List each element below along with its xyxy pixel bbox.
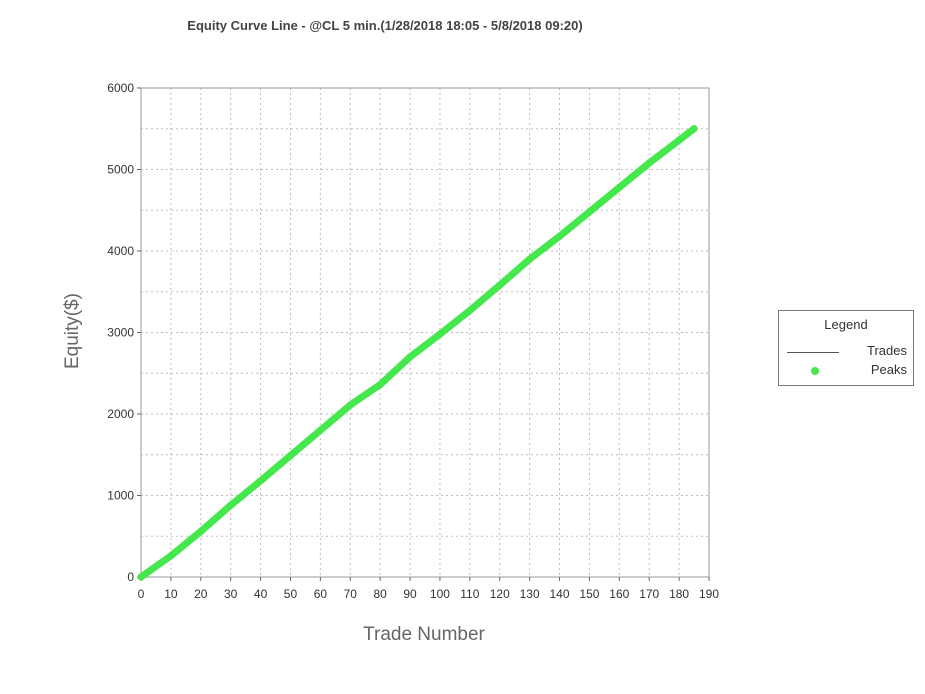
x-tick-label: 100 xyxy=(430,587,450,601)
peak-point xyxy=(526,255,534,263)
legend-label-trades: Trades xyxy=(867,343,907,358)
peak-point xyxy=(615,183,623,192)
legend-entry-trades: Trades xyxy=(779,343,913,361)
peak-point xyxy=(585,208,594,216)
tick-labels: 0 10 20 30 40 50 60 70 80 90 100 110 120 130 140 150 160… xyxy=(107,81,719,601)
peak-point xyxy=(406,353,414,361)
series-layer xyxy=(137,125,698,581)
y-tick-label: 0 xyxy=(127,570,134,584)
x-tick-label: 130 xyxy=(520,587,540,601)
peak-point xyxy=(316,426,324,434)
x-axis-title: Trade Number xyxy=(363,624,485,645)
x-tick-label: 110 xyxy=(460,587,479,601)
legend-line-swatch xyxy=(787,352,839,353)
x-tick-label: 60 xyxy=(314,587,328,601)
x-tick-label: 20 xyxy=(194,587,208,601)
x-tick-label: 40 xyxy=(254,587,268,601)
legend-title: Legend xyxy=(824,317,868,332)
legend-label-peaks: Peaks xyxy=(870,362,907,377)
x-tick-label: 170 xyxy=(639,587,659,601)
x-tick-label: 190 xyxy=(699,587,719,601)
peak-point xyxy=(496,281,504,289)
peak-point xyxy=(137,573,145,581)
grid-lines xyxy=(141,88,709,577)
x-tick-label: 150 xyxy=(579,587,599,601)
y-tick-label: 6000 xyxy=(107,81,134,95)
chart-title: Equity Curve Line - @CL 5 min.(1/28/2018… xyxy=(187,18,583,33)
legend: Legend Trades Peaks xyxy=(778,310,914,386)
peak-point xyxy=(555,232,564,240)
axes xyxy=(137,87,710,581)
x-tick-label: 80 xyxy=(373,587,387,601)
legend-entry-peaks: Peaks xyxy=(779,362,913,380)
peak-point xyxy=(436,330,444,338)
y-tick-label: 4000 xyxy=(107,244,134,258)
x-tick-label: 120 xyxy=(490,587,510,601)
x-tick-label: 50 xyxy=(284,587,298,601)
x-tick-label: 160 xyxy=(609,587,629,601)
x-tick-label: 90 xyxy=(403,587,417,601)
y-tick-label: 1000 xyxy=(107,489,134,503)
peak-point xyxy=(690,125,698,133)
peak-point xyxy=(645,159,653,167)
x-tick-label: 30 xyxy=(224,587,238,601)
x-tick-label: 10 xyxy=(164,587,178,601)
peak-point xyxy=(675,136,683,144)
x-tick-label: 0 xyxy=(138,587,145,601)
legend-dot-swatch xyxy=(811,367,819,375)
peak-point xyxy=(286,451,295,460)
peak-point xyxy=(466,306,474,315)
peak-point xyxy=(167,552,175,560)
peak-point xyxy=(376,381,384,389)
peaks-line xyxy=(137,125,698,581)
x-tick-label: 180 xyxy=(669,587,689,601)
y-tick-label: 5000 xyxy=(107,163,134,177)
x-tick-label: 140 xyxy=(550,587,570,601)
peak-point xyxy=(197,527,205,535)
y-tick-label: 2000 xyxy=(107,407,134,421)
peak-point xyxy=(227,501,235,509)
peak-point xyxy=(346,401,354,409)
x-tick-label: 70 xyxy=(344,587,358,601)
y-axis-title: Equity($) xyxy=(62,293,83,369)
peak-point xyxy=(256,477,265,485)
y-tick-label: 3000 xyxy=(107,326,134,340)
